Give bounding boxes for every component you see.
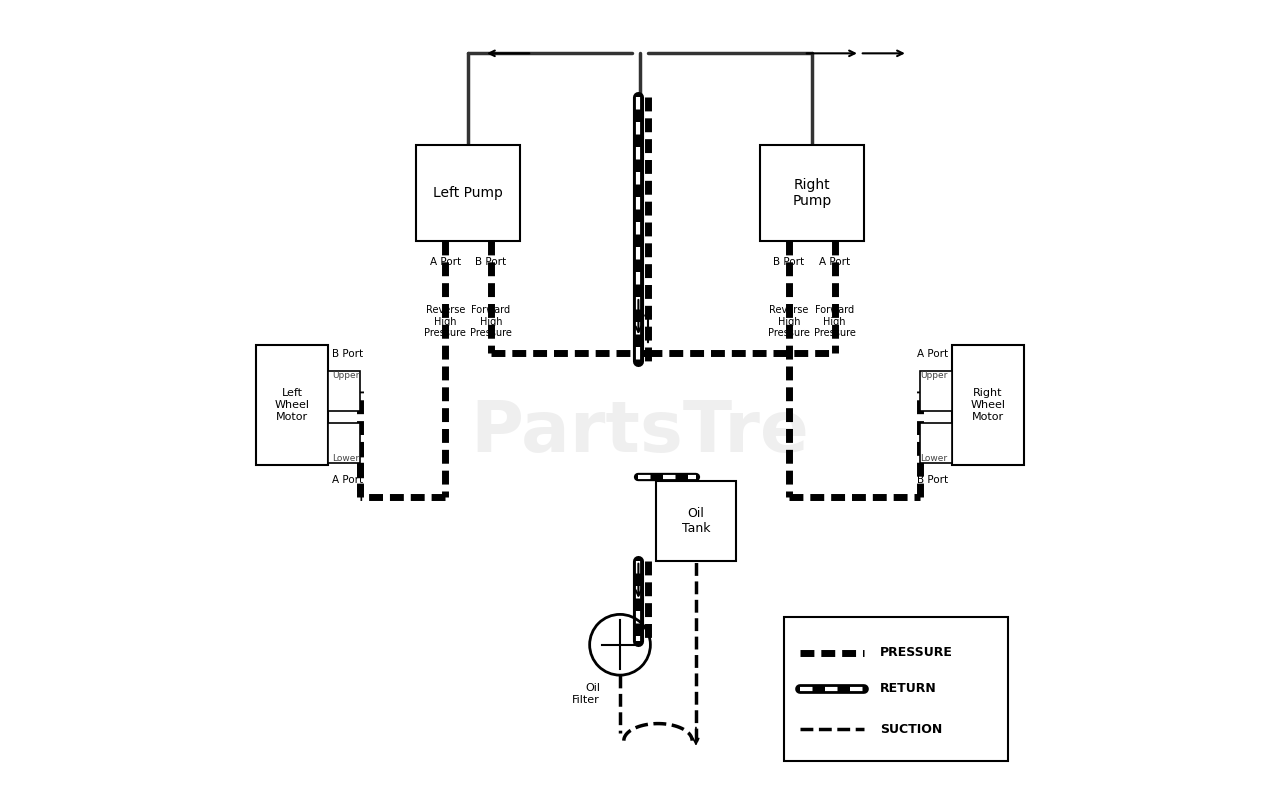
Text: Forward
High
Pressure: Forward High Pressure	[470, 305, 512, 338]
Text: RETURN: RETURN	[879, 683, 937, 695]
Text: Upper: Upper	[333, 371, 360, 379]
FancyBboxPatch shape	[328, 371, 360, 411]
FancyBboxPatch shape	[952, 345, 1024, 465]
Text: A Port: A Port	[916, 349, 947, 358]
Text: Right
Wheel
Motor: Right Wheel Motor	[970, 388, 1005, 422]
FancyBboxPatch shape	[655, 481, 736, 561]
Text: SUCTION: SUCTION	[879, 723, 942, 735]
Text: B Port: B Port	[333, 349, 364, 358]
FancyBboxPatch shape	[416, 145, 520, 241]
Text: B Port: B Port	[475, 257, 507, 267]
Text: Right
Pump: Right Pump	[792, 178, 832, 209]
Text: B Port: B Port	[773, 257, 805, 267]
Text: Oil
Tank: Oil Tank	[682, 507, 710, 535]
Text: A Port: A Port	[819, 257, 850, 267]
Text: PRESSURE: PRESSURE	[879, 646, 952, 659]
Text: B Port: B Port	[916, 476, 947, 485]
Text: Oil
Filter: Oil Filter	[572, 683, 600, 705]
FancyBboxPatch shape	[256, 345, 328, 465]
Text: PartsTre: PartsTre	[471, 399, 809, 468]
Text: Left
Wheel
Motor: Left Wheel Motor	[275, 388, 310, 422]
Text: Upper: Upper	[920, 371, 947, 379]
Text: Reverse
High
Pressure: Reverse High Pressure	[768, 305, 810, 338]
FancyBboxPatch shape	[783, 617, 1007, 760]
Text: Forward
High
Pressure: Forward High Pressure	[814, 305, 855, 338]
FancyBboxPatch shape	[328, 423, 360, 464]
Text: Reverse
High
Pressure: Reverse High Pressure	[425, 305, 466, 338]
FancyBboxPatch shape	[760, 145, 864, 241]
Text: Lower: Lower	[333, 455, 360, 464]
FancyBboxPatch shape	[920, 423, 952, 464]
FancyBboxPatch shape	[920, 371, 952, 411]
Text: A Port: A Port	[333, 476, 364, 485]
Text: Lower: Lower	[920, 455, 947, 464]
Text: Left Pump: Left Pump	[433, 186, 503, 200]
Text: A Port: A Port	[430, 257, 461, 267]
